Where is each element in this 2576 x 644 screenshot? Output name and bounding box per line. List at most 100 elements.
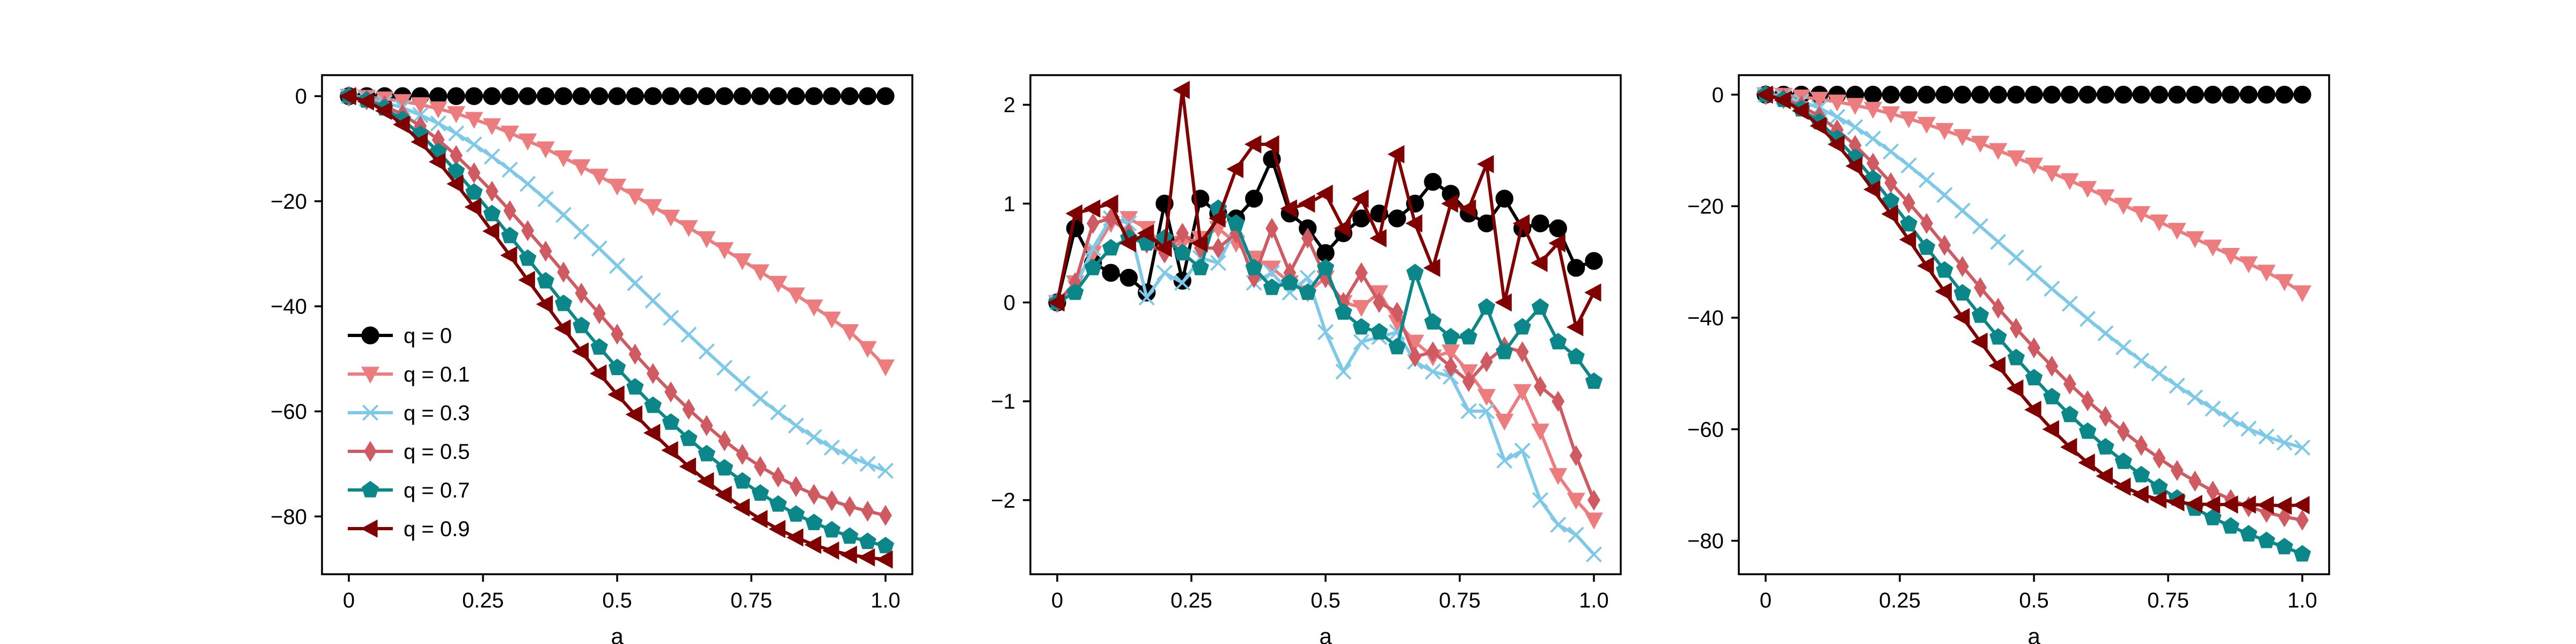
data-point xyxy=(2043,85,2061,104)
data-point xyxy=(1514,442,1531,459)
data-point xyxy=(661,441,678,459)
data-point xyxy=(1352,300,1371,317)
data-point xyxy=(1280,199,1297,218)
data-point xyxy=(1370,323,1388,340)
data-point xyxy=(2189,470,2201,492)
data-point xyxy=(482,222,500,240)
legend-marker xyxy=(362,404,379,421)
data-point xyxy=(1174,274,1191,291)
data-point xyxy=(1353,334,1370,350)
data-point xyxy=(1084,245,1102,263)
data-point xyxy=(2060,438,2077,457)
data-point xyxy=(662,87,680,105)
series-2 xyxy=(340,89,895,377)
data-point xyxy=(680,429,698,447)
data-point xyxy=(772,466,785,488)
data-point xyxy=(572,159,591,177)
data-point xyxy=(750,510,768,529)
legend: q = 0 q = 0.1 q = 0.3 q = 0.5 q = 0.7 q = 0.9 xyxy=(348,324,470,541)
data-point xyxy=(518,87,537,105)
data-point xyxy=(1953,85,1972,104)
legend-marker xyxy=(361,367,379,384)
data-point xyxy=(1351,189,1369,208)
data-point xyxy=(1462,371,1475,392)
data-point xyxy=(1516,341,1529,363)
data-point xyxy=(2008,249,2024,266)
data-point xyxy=(1478,403,1495,420)
data-point xyxy=(2025,369,2043,385)
data-point xyxy=(501,162,518,178)
data-point xyxy=(1918,172,1935,188)
data-point xyxy=(1173,80,1190,99)
data-point xyxy=(572,87,590,105)
data-point xyxy=(751,264,770,281)
data-point xyxy=(1477,298,1496,315)
data-point xyxy=(357,92,374,111)
data-point xyxy=(804,299,823,317)
data-point xyxy=(2293,496,2310,515)
data-point xyxy=(662,209,680,227)
data-point xyxy=(1138,289,1155,306)
data-point xyxy=(1956,255,1969,277)
data-point xyxy=(2132,85,2150,104)
data-point xyxy=(2114,85,2133,104)
data-point xyxy=(2167,493,2185,511)
data-point xyxy=(1069,272,1082,294)
data-point xyxy=(1227,214,1245,231)
data-point xyxy=(483,87,501,105)
data-point xyxy=(840,87,859,105)
data-point xyxy=(2168,85,2186,104)
series-6 xyxy=(1756,85,2310,515)
data-point xyxy=(2186,389,2204,406)
data-point xyxy=(736,444,749,465)
y-tick-label: −1 xyxy=(991,390,1015,414)
data-point xyxy=(1460,328,1477,345)
data-point xyxy=(1441,345,1460,362)
data-point xyxy=(429,101,448,119)
data-point xyxy=(734,472,751,489)
data-point xyxy=(466,136,482,153)
data-point xyxy=(1495,413,1514,431)
data-point xyxy=(2096,85,2114,104)
data-point xyxy=(697,231,716,248)
data-point xyxy=(698,87,716,105)
data-point xyxy=(1137,224,1154,243)
data-point xyxy=(1549,333,1567,349)
data-point xyxy=(608,178,626,196)
data-point xyxy=(1863,180,1880,199)
series-line xyxy=(1056,88,1596,329)
data-point xyxy=(1938,235,1951,256)
legend-marker xyxy=(361,326,379,345)
data-point xyxy=(2132,485,2149,504)
data-point xyxy=(1373,292,1386,313)
data-point xyxy=(1552,391,1565,412)
data-point xyxy=(1263,260,1281,277)
data-point xyxy=(1263,265,1280,281)
data-point xyxy=(1084,259,1102,275)
data-point xyxy=(1974,277,1987,298)
x-tick-label: 0.75 xyxy=(1439,589,1481,612)
data-point xyxy=(1317,324,1334,340)
data-point xyxy=(2079,311,2096,327)
data-point xyxy=(501,126,519,143)
data-point xyxy=(2203,495,2220,514)
data-point xyxy=(1495,293,1512,312)
data-point xyxy=(2135,435,2148,456)
series-3 xyxy=(1757,86,2311,456)
data-point xyxy=(483,204,501,222)
data-point xyxy=(1989,143,2008,160)
data-point xyxy=(753,456,767,477)
series-5 xyxy=(1757,85,2311,562)
data-point xyxy=(539,240,552,262)
data-point xyxy=(1971,332,1988,351)
data-point xyxy=(2240,420,2257,437)
data-point xyxy=(1244,135,1262,153)
data-point xyxy=(2007,150,2025,167)
data-point xyxy=(1408,346,1422,368)
data-point xyxy=(573,316,590,333)
data-point xyxy=(591,240,608,257)
data-point xyxy=(840,545,857,564)
data-point xyxy=(375,101,392,120)
data-point xyxy=(518,133,537,151)
data-point xyxy=(1316,259,1335,275)
